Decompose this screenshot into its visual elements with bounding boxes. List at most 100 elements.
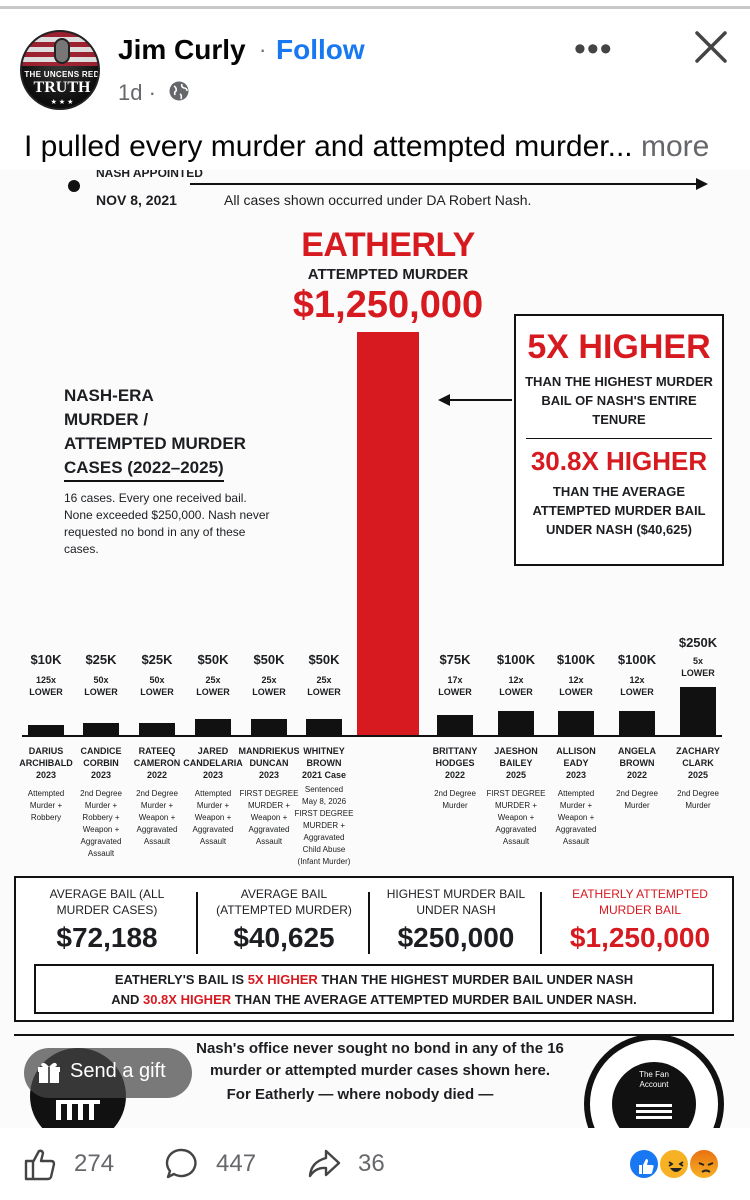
like-reaction-icon (628, 1148, 660, 1180)
case-name-label: JARED CANDELARIA 2023 (183, 746, 243, 780)
fan-account-badge: The Fan Account (584, 1034, 724, 1128)
stat-label: HIGHEST MURDER BAIL UNDER NASH (386, 887, 526, 917)
case-name-label: MANDRIEKUS DUNCAN 2023 (238, 746, 300, 780)
summary-highlight: 30.8X HIGHER (142, 992, 232, 1007)
case-charge-label: 2nd Degree Murder + Robbery + Weapon + Aggra… (80, 789, 122, 858)
avatar-text-main: TRUTH (33, 79, 91, 96)
case-name-label: ANGELA BROWN 2022 (618, 746, 656, 780)
chart-bar (619, 711, 655, 735)
chart-bar (139, 723, 175, 735)
era-title: NASH-ERA MURDER / ATTEMPTED MURDER CASES… (64, 384, 246, 482)
haha-reaction-icon (658, 1148, 690, 1180)
author-avatar[interactable]: THE UNCENS RED TRUTH ★ ★ ★ (20, 30, 100, 110)
bail-bar-chart: $10K 125x LOWER DARIUS ARCHIBALD 2023 Attempte… (0, 170, 750, 870)
stat-label: EATHERLY ATTEMPTED MURDER BAIL (572, 887, 708, 917)
chart-bar (498, 711, 534, 735)
callout-arrow-icon (438, 394, 450, 406)
bar-amount-label: $75K (439, 652, 471, 667)
send-gift-button[interactable]: Send a gift (24, 1048, 192, 1098)
highlight-amount: $1,250,000 (292, 284, 484, 326)
comment-count[interactable]: 447 (216, 1150, 257, 1177)
more-options-icon[interactable]: ••• (574, 30, 613, 68)
highlight-name: EATHERLY (301, 226, 475, 264)
gift-icon (38, 1062, 60, 1083)
case-charge-label: Attempted Murder + Weapon + Aggravated Assau… (555, 789, 597, 846)
post-timestamp[interactable]: 1d · (118, 80, 156, 105)
callout-text-2: THAN THE AVERAGE ATTEMPTED MURDER BAIL U… (532, 484, 706, 537)
bar-amount-label: $250K (678, 635, 718, 650)
case-name-label: CANDICE CORBIN 2023 (80, 746, 122, 780)
case-charge-label: FIRST DEGREE MURDER + Weapon + Aggravated As… (239, 789, 299, 846)
chart-bar (558, 711, 594, 735)
author-name[interactable]: Jim Curly (118, 34, 246, 65)
bar-multiplier-label: 5x LOWER (681, 656, 715, 678)
microphone-icon (54, 38, 70, 64)
bar-multiplier-label: 12x LOWER (559, 675, 593, 697)
stat-value: $40,625 (233, 922, 335, 953)
stat-value: $250,000 (397, 922, 515, 953)
gift-label: Send a gift (70, 1060, 166, 1082)
chart-bar (437, 715, 473, 735)
timeline-head: NASH APPOINTED (96, 170, 203, 180)
case-charge-label: 2nd Degree Murder (434, 789, 476, 810)
comment-icon[interactable] (164, 1146, 200, 1182)
reaction-summary[interactable] (628, 1148, 724, 1182)
see-more-link[interactable]: more (641, 130, 710, 163)
case-name-label: JAESHON BAILEY 2025 (494, 746, 538, 780)
stat-value: $1,250,000 (569, 922, 711, 953)
chart-bar (83, 723, 119, 735)
like-count[interactable]: 274 (74, 1150, 115, 1177)
close-icon[interactable] (692, 28, 730, 66)
avatar-text-top: THE UNCENS RED (24, 70, 100, 79)
summary-box: EATHERLY'S BAIL IS 5X HIGHER THAN THE HI… (34, 964, 714, 1014)
stat-avg-all: AVERAGE BAIL (ALL MURDER CASES) $72,188 (22, 886, 192, 954)
callout-headline-2: 30.8X HIGHER (530, 446, 708, 476)
case-name-label: ZACHARY CLARK 2025 (676, 746, 720, 780)
bar-amount-label: $50K (253, 652, 285, 667)
bottom-note-2: For Eatherly — where nobody died — (226, 1086, 494, 1103)
stat-label: AVERAGE BAIL (ATTEMPTED MURDER) (216, 887, 352, 917)
era-title-line: ATTEMPTED MURDER (64, 434, 246, 453)
bar-amount-label: $10K (30, 652, 62, 667)
stars-icon: ★ ★ ★ (50, 99, 74, 106)
era-title-line: CASES (2022–2025) (64, 456, 224, 482)
stat-label: AVERAGE BAIL (ALL MURDER CASES) (49, 887, 165, 917)
chart-bar (28, 725, 64, 735)
summary-text: AND (111, 992, 143, 1007)
stat-value: $72,188 (56, 922, 158, 953)
case-name-label: RATEEQ CAMERON 2022 (133, 746, 181, 780)
top-divider (0, 6, 750, 9)
bar-multiplier-label: 25x LOWER (196, 675, 230, 697)
summary-text: THAN THE AVERAGE ATTEMPTED MURDER BAIL U… (231, 992, 637, 1007)
case-charge-label: Attempted Murder + Robbery (27, 789, 65, 822)
like-icon[interactable] (22, 1146, 58, 1182)
chart-bar (680, 687, 716, 735)
share-icon[interactable] (306, 1146, 342, 1182)
comparison-callout: 5X HIGHER THAN THE HIGHEST MURDER BAIL O… (514, 314, 724, 566)
infographic-image[interactable]: NASH APPOINTED NOV 8, 2021 All cases sho… (0, 170, 750, 1128)
courthouse-icon (56, 1100, 100, 1120)
stat-divider (196, 892, 198, 954)
stat-avg-attempted: AVERAGE BAIL (ATTEMPTED MURDER) $40,625 (204, 886, 364, 954)
stats-box: AVERAGE BAIL (ALL MURDER CASES) $72,188 … (14, 876, 734, 1022)
timeline-note: All cases shown occurred under DA Robert… (224, 192, 532, 208)
stat-divider (368, 892, 370, 954)
timeline-date: NOV 8, 2021 (96, 192, 177, 208)
case-charge-label: 2nd Degree Murder (616, 789, 658, 810)
bar-multiplier-label: 12x LOWER (620, 675, 654, 697)
case-name-label: ALLISON EADY 2023 (556, 746, 596, 780)
case-name-label: BRITTANY HODGES 2022 (432, 746, 478, 780)
share-count[interactable]: 36 (358, 1150, 385, 1177)
case-name-label: DARIUS ARCHIBALD 2023 (19, 746, 73, 780)
timeline-arrow-icon (696, 178, 708, 190)
angry-reaction-icon (688, 1148, 720, 1180)
bar-amount-label: $50K (197, 652, 229, 667)
callout-divider (526, 438, 712, 439)
bar-multiplier-label: 50x LOWER (140, 675, 174, 697)
callout-arrow-line (448, 399, 512, 401)
case-charge-label: Sentenced May 8, 2026 FIRST DEGREE MURDER +… (294, 785, 354, 866)
follow-button[interactable]: Follow (276, 34, 365, 65)
stat-divider (540, 892, 542, 954)
chart-bar (195, 719, 231, 735)
case-charge-label: 2nd Degree Murder + Weapon + Aggravated Assa… (136, 789, 178, 846)
